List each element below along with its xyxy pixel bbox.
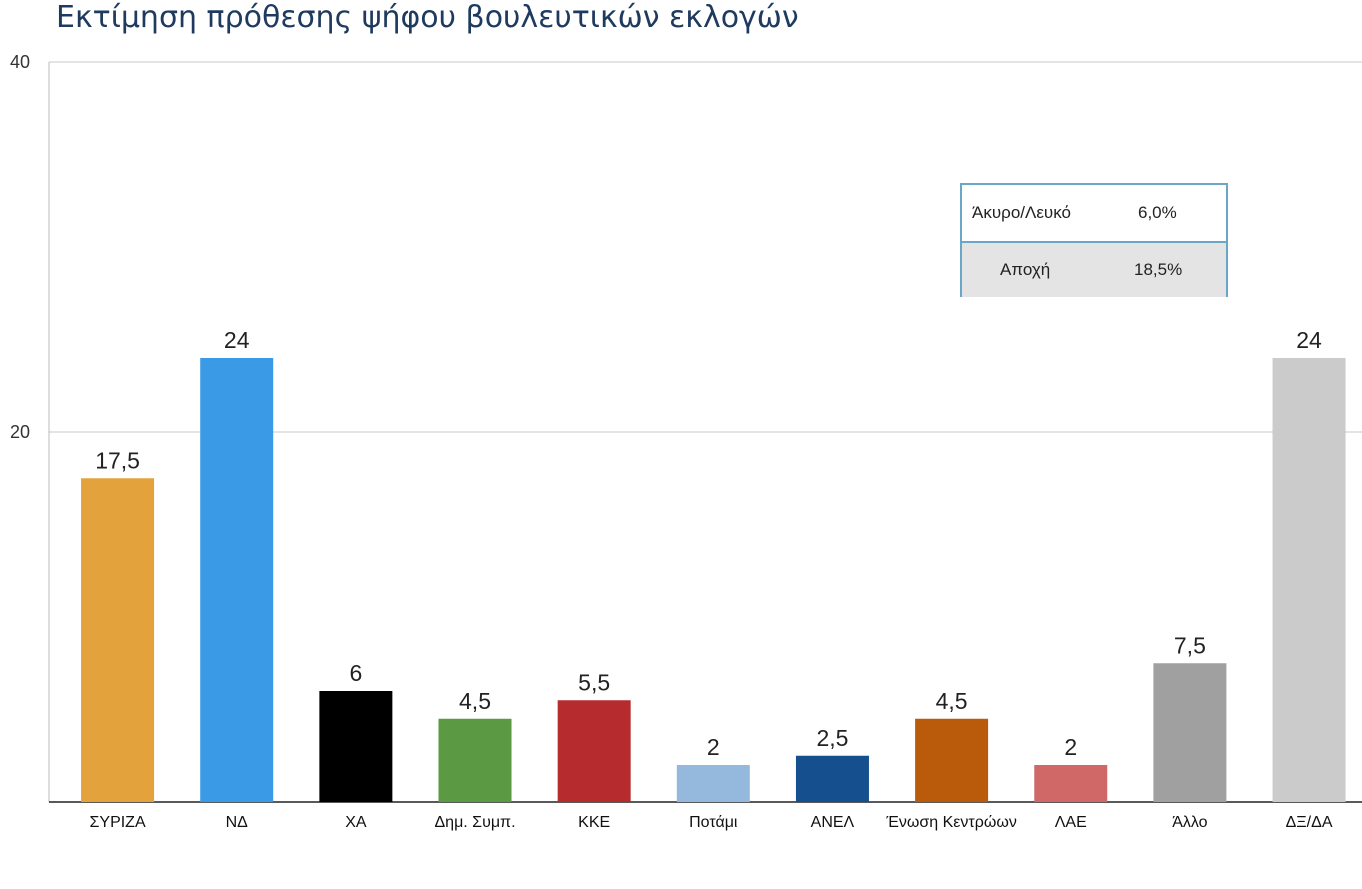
data-label: 17,5 <box>95 447 140 473</box>
x-tick-label: Ένωση Κεντρώων <box>885 814 1016 831</box>
x-tick-label: ΑΝΕΛ <box>811 814 855 831</box>
bar <box>200 358 274 802</box>
x-tick-label: Άλλο <box>1172 814 1207 831</box>
bar <box>319 691 393 802</box>
bar <box>438 718 512 802</box>
data-label: 5,5 <box>578 669 610 695</box>
bar <box>557 700 631 802</box>
data-label: 24 <box>1296 327 1322 353</box>
x-tick-label: ΧΑ <box>345 814 367 831</box>
x-tick-label: ΛΑΕ <box>1055 814 1087 831</box>
y-tick-label: 20 <box>10 422 30 442</box>
info-label: Άκυρο/Λευκό <box>972 203 1071 222</box>
x-tick-label: ΚΚΕ <box>578 814 610 831</box>
bars <box>81 358 1346 802</box>
y-tick-label: 40 <box>10 52 30 72</box>
data-label: 4,5 <box>936 688 968 714</box>
x-tick-label: ΔΞ/ΔΑ <box>1286 814 1333 831</box>
data-label: 7,5 <box>1174 632 1206 658</box>
info-row-abstention: Αποχή 18,5% <box>962 241 1226 297</box>
bar <box>1153 663 1227 802</box>
x-tick-label: ΝΔ <box>226 814 249 831</box>
data-label: 4,5 <box>459 688 491 714</box>
data-label: 2 <box>1064 734 1077 760</box>
x-tick-label: ΣΥΡΙΖΑ <box>90 814 146 831</box>
chart-title: Εκτίμηση πρόθεσης ψήφου βουλευτικών εκλο… <box>56 0 799 35</box>
info-row-invalid: Άκυρο/Λευκό 6,0% <box>962 185 1226 241</box>
info-value: 18,5% <box>1134 260 1183 279</box>
bar <box>81 478 155 802</box>
data-label: 2 <box>707 734 720 760</box>
info-value: 6,0% <box>1138 203 1177 222</box>
data-label: 6 <box>349 660 362 686</box>
bar <box>795 755 869 802</box>
data-label: 24 <box>224 327 250 353</box>
bar <box>676 765 750 802</box>
bar <box>915 718 989 802</box>
bar <box>1034 765 1108 802</box>
x-tick-label: Ποτάμι <box>689 814 738 831</box>
bar <box>1272 358 1346 802</box>
info-table: Άκυρο/Λευκό 6,0% Αποχή 18,5% <box>960 183 1228 297</box>
data-label: 2,5 <box>816 725 848 751</box>
x-tick-label: Δημ. Συμπ. <box>434 814 515 831</box>
info-label: Αποχή <box>1000 260 1051 279</box>
labels: 20 40 17,5 ΣΥΡΙΖΑ 24 ΝΔ 6 ΧΑ 4,5 Δημ. Συμπ. 5,5 ΚΚΕ… <box>10 52 1333 831</box>
